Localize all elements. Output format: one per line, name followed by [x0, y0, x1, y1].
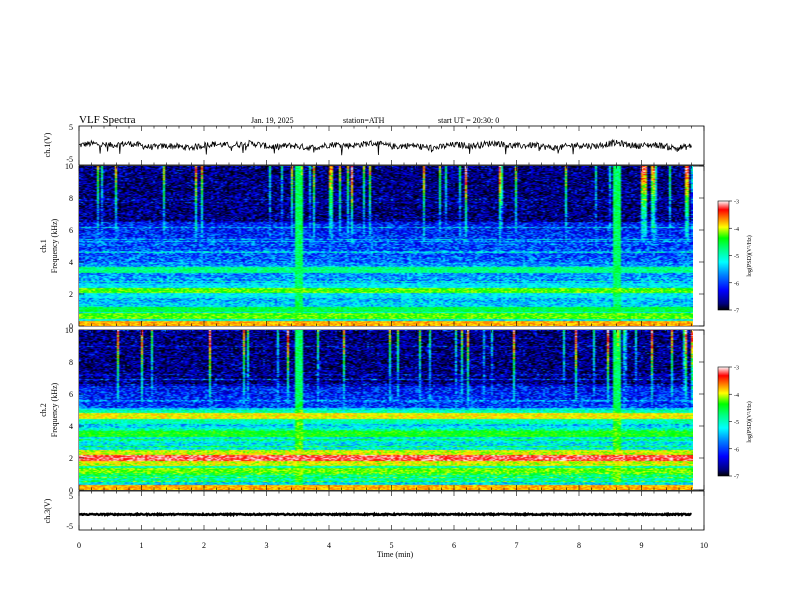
ch3-waveform-line: [78, 511, 692, 518]
ch3-waveform-ylabel: ch.3(V): [43, 498, 52, 523]
ch2-spectrogram-panel: 0 2 4 6 8 10 ch.2 Frequency (kHz): [39, 326, 705, 495]
ch1-colorbar-label: log(PSD)(V²/Hz): [746, 235, 753, 276]
time-axis-label: Time (min): [377, 550, 414, 559]
freq-tick-label: 0: [69, 486, 73, 495]
colorbar-tick-label: -7: [734, 309, 739, 315]
ch1-waveform-frame: [78, 125, 705, 166]
time-tick-label: 2: [202, 541, 206, 550]
ch2-spectrogram-image: [79, 330, 693, 490]
ch3-waveform-panel: 5 -5 ch.3(V): [43, 490, 705, 531]
ch3-waveform-frame: [78, 490, 705, 531]
colorbar-tick-label: -7: [734, 475, 739, 481]
colorbar-tick-label: -6: [734, 281, 739, 287]
ch1-waveform-panel: 5 -5 ch.1(V): [43, 123, 705, 166]
date-label: Jan. 19, 2025: [251, 116, 294, 125]
time-tick-label: 9: [640, 541, 644, 550]
time-tick-label: 3: [265, 541, 269, 550]
ch1-spectrogram-channel-label: ch.1: [39, 239, 48, 253]
freq-tick-label: 4: [69, 422, 73, 431]
freq-tick-label: 2: [69, 454, 73, 463]
time-tick-label: 7: [515, 541, 519, 550]
colorbar-tick-label: -3: [734, 366, 739, 372]
freq-tick-label: 4: [69, 258, 73, 267]
ch1-colorbar: -3 -4 -5 -6 -7 log(PSD)(V²/Hz): [717, 200, 753, 315]
time-tick-label: 4: [327, 541, 331, 550]
time-tick-label: 0: [77, 541, 81, 550]
ch1-spectrogram-image: [79, 166, 693, 326]
ch2-colorbar-gradient: [717, 366, 730, 477]
ch1-ytick-top: 5: [69, 123, 73, 132]
colorbar-tick-label: -6: [734, 447, 739, 453]
freq-tick-label: 10: [65, 326, 73, 335]
ch2-spectrogram-yticks: 0 2 4 6 8 10: [65, 326, 704, 495]
time-tick-label: 10: [700, 541, 708, 550]
freq-tick-label: 2: [69, 290, 73, 299]
ch1-colorbar-gradient: [717, 200, 730, 311]
colorbar-tick-label: -5: [734, 420, 739, 426]
ch1-spectrogram-panel: 0 2 4 6 8 10 ch.1 Frequency (kHz): [39, 162, 705, 331]
ch1-colorbar-ticks: -3 -4 -5 -6 -7: [729, 200, 739, 315]
ch3-ytick-bottom: -5: [66, 522, 73, 531]
ch2-colorbar-label: log(PSD)(V²/Hz): [746, 401, 753, 442]
time-tick-label: 6: [452, 541, 456, 550]
ch1-waveform-line: [79, 138, 692, 156]
ch1-ytick-bottom: -5: [66, 155, 73, 164]
colorbar-tick-label: -4: [734, 393, 739, 399]
time-tick-label: 5: [390, 541, 394, 550]
freq-tick-label: 6: [69, 390, 73, 399]
ch1-waveform-ylabel: ch.1(V): [43, 132, 52, 157]
colorbar-tick-label: -4: [734, 227, 739, 233]
ch2-colorbar: -3 -4 -5 -6 -7 log(PSD)(V²/Hz): [717, 366, 753, 481]
freq-tick-label: 6: [69, 226, 73, 235]
freq-tick-label: 0: [69, 322, 73, 331]
time-tick-label: 8: [577, 541, 581, 550]
colorbar-tick-label: -5: [734, 254, 739, 260]
ch1-spectrogram-ylabel: Frequency (kHz): [50, 218, 59, 273]
time-tick-label: 1: [140, 541, 144, 550]
ch3-ytick-top: 5: [69, 492, 73, 501]
time-axis: 0 1 2 3 4 5 6 7 8 9 10: [77, 126, 708, 550]
freq-tick-label: 10: [65, 162, 73, 171]
ch2-spectrogram-ylabel: Frequency (kHz): [50, 382, 59, 437]
colorbar-tick-label: -3: [734, 200, 739, 206]
ch2-colorbar-ticks: -3 -4 -5 -6 -7: [729, 366, 739, 481]
ch2-spectrogram-channel-label: ch.2: [39, 403, 48, 417]
start-time-label: start UT = 20:30: 0: [438, 116, 499, 125]
figure-title: VLF Spectra: [79, 114, 136, 126]
ch1-spectrogram-yticks: 0 2 4 6 8 10: [65, 162, 704, 331]
freq-tick-label: 8: [69, 358, 73, 367]
freq-tick-label: 8: [69, 194, 73, 203]
station-label: station=ATH: [343, 116, 385, 125]
